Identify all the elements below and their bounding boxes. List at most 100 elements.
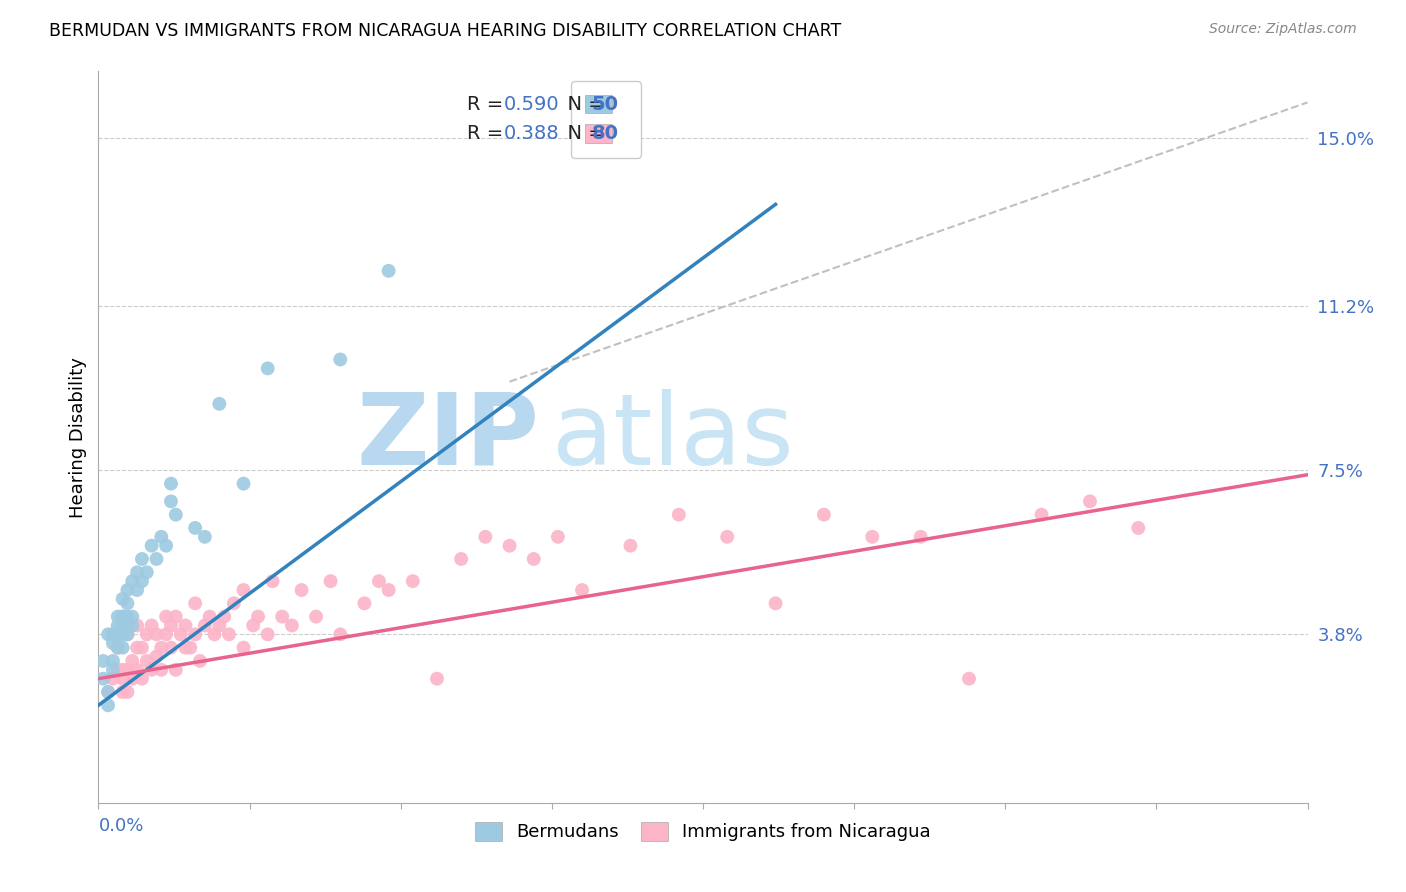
Point [117,627,139,641]
Legend: Bermudans, Immigrants from Nicaragua: Bermudans, Immigrants from Nicaragua [468,814,938,848]
Point [111,609,134,624]
Point [117,627,139,641]
Point [232,640,254,655]
Point [179,640,201,655]
Point [111,663,134,677]
Point [150,663,173,677]
Point [329,352,352,367]
Point [319,574,342,589]
Point [97,685,120,699]
Point [329,627,352,641]
Point [117,609,139,624]
Text: 80: 80 [592,124,619,143]
Point [247,609,270,624]
Point [218,627,240,641]
Point [101,627,124,641]
Point [1031,508,1053,522]
Point [1128,521,1150,535]
Point [204,627,226,641]
Point [111,627,134,641]
Point [222,596,245,610]
Text: BERMUDAN VS IMMIGRANTS FROM NICARAGUA HEARING DISABILITY CORRELATION CHART: BERMUDAN VS IMMIGRANTS FROM NICARAGUA HE… [49,22,841,40]
Point [1078,494,1101,508]
Text: 0.590: 0.590 [503,95,560,114]
Point [290,582,312,597]
Point [131,574,153,589]
Point [571,582,593,597]
Point [474,530,496,544]
Text: R =: R = [467,124,510,143]
Point [150,530,173,544]
Point [91,672,114,686]
Point [765,596,787,610]
Point [121,618,143,632]
Point [97,685,120,699]
Point [256,361,278,376]
Text: ZIP: ZIP [357,389,540,485]
Point [262,574,284,589]
Point [91,654,114,668]
Point [194,618,217,632]
Point [135,566,157,580]
Point [957,672,980,686]
Point [107,640,129,655]
Point [165,663,187,677]
Point [101,663,124,677]
Point [860,530,883,544]
Point [121,574,143,589]
Point [426,672,449,686]
Point [160,618,183,632]
Point [111,640,134,655]
Text: 0.0%: 0.0% [98,817,143,836]
Point [107,627,129,641]
Point [131,672,153,686]
Point [150,640,173,655]
Point [160,476,183,491]
Point [101,636,124,650]
Point [212,609,235,624]
Point [271,609,294,624]
Point [107,627,129,641]
Point [111,685,134,699]
Point [101,627,124,641]
Point [145,627,167,641]
Point [117,663,139,677]
Point [377,582,399,597]
Point [111,609,134,624]
Point [127,640,149,655]
Point [117,596,139,610]
Point [256,627,278,641]
Point [174,640,197,655]
Point [141,618,163,632]
Point [111,672,134,686]
Point [155,539,177,553]
Point [135,654,157,668]
Text: N =: N = [555,95,612,114]
Point [127,618,149,632]
Point [160,640,183,655]
Point [107,609,129,624]
Point [208,397,231,411]
Text: N =: N = [555,124,612,143]
Point [547,530,569,544]
Point [135,627,157,641]
Point [155,609,177,624]
Point [141,539,163,553]
Text: 50: 50 [592,95,619,114]
Point [368,574,391,589]
Point [121,654,143,668]
Point [155,627,177,641]
Point [107,618,129,632]
Point [127,663,149,677]
Point [117,618,139,632]
Text: atlas: atlas [551,389,793,485]
Point [160,494,183,508]
Point [232,476,254,491]
Point [107,640,129,655]
Point [305,609,328,624]
Point [188,654,211,668]
Point [523,552,546,566]
Text: Source: ZipAtlas.com: Source: ZipAtlas.com [1209,22,1357,37]
Point [174,618,197,632]
Point [184,596,207,610]
